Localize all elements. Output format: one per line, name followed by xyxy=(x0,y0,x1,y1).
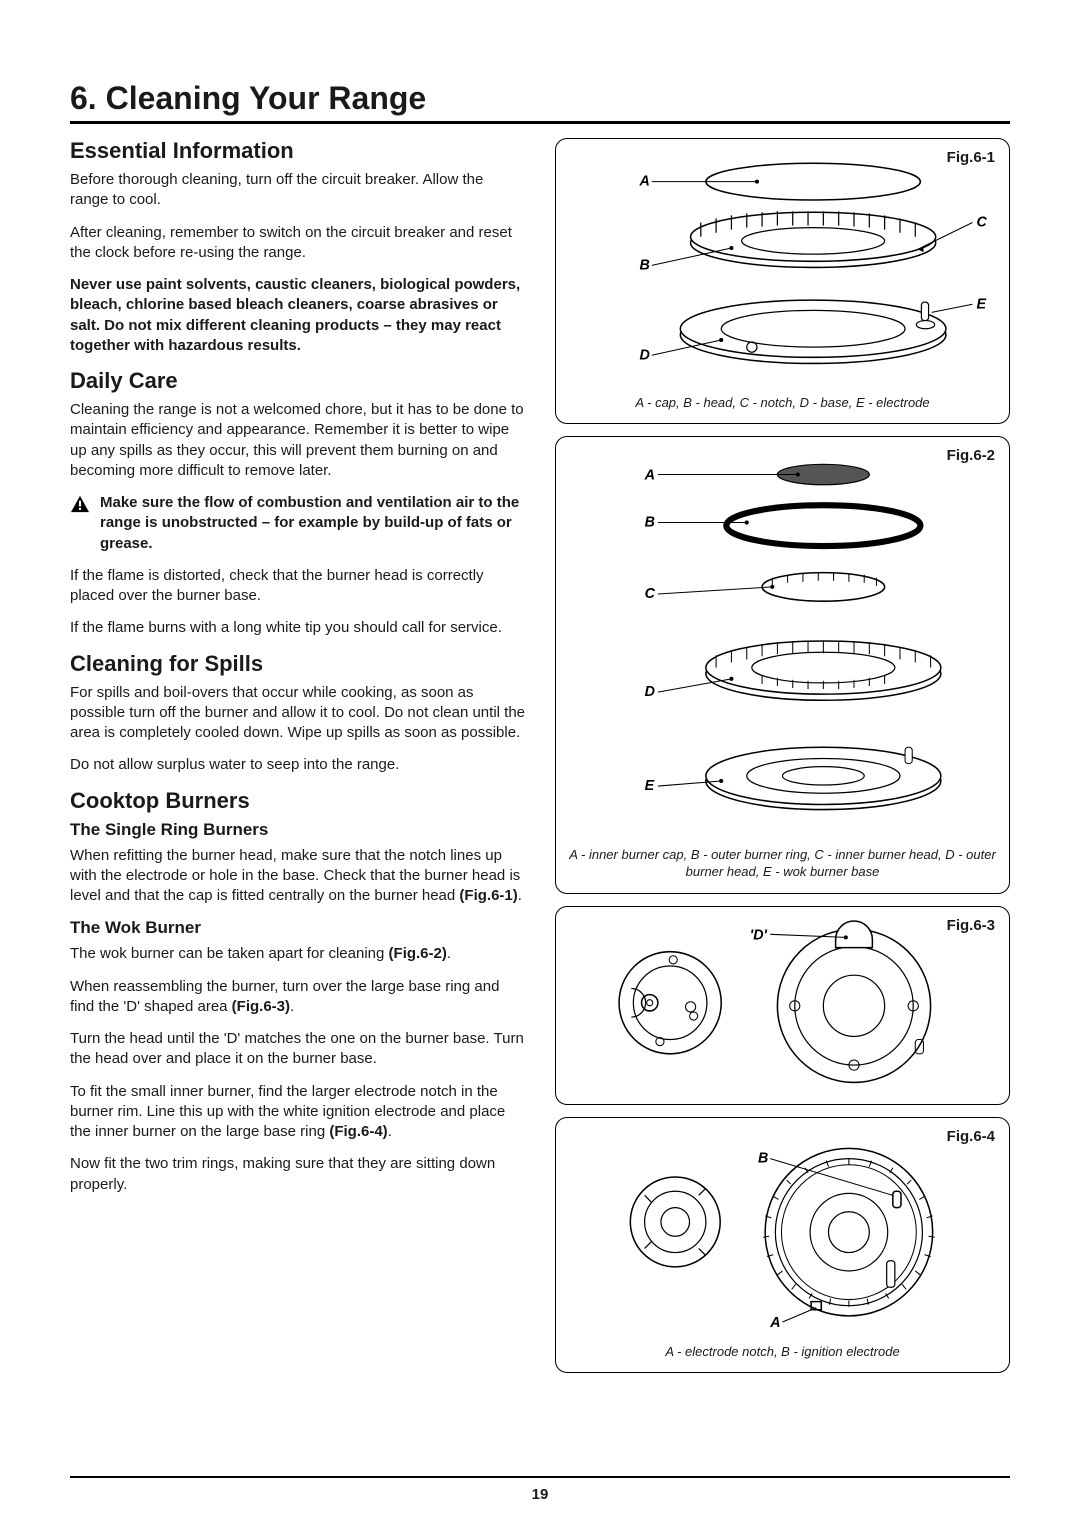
wok-p1: The wok burner can be taken apart for cl… xyxy=(70,944,525,964)
figure-6-3-svg: 'D' xyxy=(568,919,997,1093)
figure-caption: A - electrode notch, B - ignition electr… xyxy=(568,1343,997,1361)
warning-block: Make sure the flow of combustion and ven… xyxy=(70,493,525,554)
svg-text:E: E xyxy=(977,296,987,312)
title-rule xyxy=(70,121,1010,124)
spills-p1: For spills and boil-overs that occur whi… xyxy=(70,683,525,744)
figure-6-1: Fig.6-1 xyxy=(555,138,1010,424)
figure-caption: A - cap, B - head, C - notch, D - base, … xyxy=(568,394,997,412)
figure-6-2-svg: A B C D E xyxy=(568,449,997,837)
svg-text:B: B xyxy=(645,515,655,531)
essential-p2: After cleaning, remember to switch on th… xyxy=(70,223,525,264)
page-number: 19 xyxy=(0,1476,1080,1503)
svg-text:D: D xyxy=(640,347,650,363)
figure-label: Fig.6-4 xyxy=(947,1128,995,1145)
wok-p4: To fit the small inner burner, find the … xyxy=(70,1082,525,1143)
figure-6-3: Fig.6-3 xyxy=(555,906,1010,1106)
figure-label: Fig.6-3 xyxy=(947,917,995,934)
left-column: Essential Information Before thorough cl… xyxy=(70,138,525,1373)
svg-text:C: C xyxy=(645,587,656,603)
spills-p2: Do not allow surplus water to seep into … xyxy=(70,755,525,775)
svg-text:E: E xyxy=(645,779,655,795)
svg-text:C: C xyxy=(977,215,988,231)
wok-burner-heading: The Wok Burner xyxy=(70,918,525,938)
right-column: Fig.6-1 xyxy=(555,138,1010,1373)
figure-6-2: Fig.6-2 xyxy=(555,436,1010,893)
figure-caption: A - inner burner cap, B - outer burner r… xyxy=(568,846,997,881)
figure-6-4-svg: B A xyxy=(568,1130,997,1334)
svg-text:A: A xyxy=(644,468,655,484)
wok-p5: Now fit the two trim rings, making sure … xyxy=(70,1154,525,1195)
daily-heading: Daily Care xyxy=(70,368,525,394)
wok-p3: Turn the head until the 'D' matches the … xyxy=(70,1029,525,1070)
svg-text:D: D xyxy=(645,685,655,701)
burners-heading: Cooktop Burners xyxy=(70,788,525,814)
wok-p2: When reassembling the burner, turn over … xyxy=(70,977,525,1018)
svg-text:A: A xyxy=(639,174,650,190)
page-title: 6. Cleaning Your Range xyxy=(70,80,1010,117)
essential-p3: Never use paint solvents, caustic cleane… xyxy=(70,275,525,356)
daily-warning: Make sure the flow of combustion and ven… xyxy=(100,493,525,554)
single-p1: When refitting the burner head, make sur… xyxy=(70,846,525,907)
essential-heading: Essential Information xyxy=(70,138,525,164)
essential-p1: Before thorough cleaning, turn off the c… xyxy=(70,170,525,211)
svg-text:A: A xyxy=(769,1315,780,1331)
spills-heading: Cleaning for Spills xyxy=(70,651,525,677)
figure-label: Fig.6-1 xyxy=(947,149,995,166)
daily-p2: If the flame is distorted, check that th… xyxy=(70,566,525,607)
figure-label: Fig.6-2 xyxy=(947,447,995,464)
figure-6-4: Fig.6-4 xyxy=(555,1117,1010,1373)
daily-p1: Cleaning the range is not a welcomed cho… xyxy=(70,400,525,481)
figure-6-1-svg: A B C D E xyxy=(568,151,997,386)
content-columns: Essential Information Before thorough cl… xyxy=(70,138,1010,1373)
svg-text:B: B xyxy=(640,257,650,273)
single-burner-heading: The Single Ring Burners xyxy=(70,820,525,840)
daily-p3: If the flame burns with a long white tip… xyxy=(70,618,525,638)
warning-icon xyxy=(70,495,90,513)
svg-text:'D': 'D' xyxy=(750,927,768,943)
svg-text:B: B xyxy=(758,1151,768,1167)
